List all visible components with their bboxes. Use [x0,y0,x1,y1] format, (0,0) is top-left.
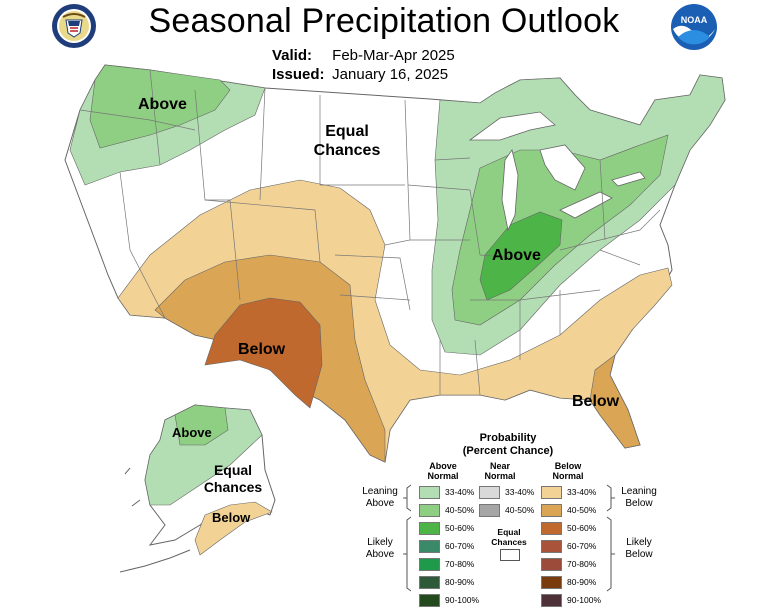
lake-erie [559,191,613,219]
lake-michigan [501,149,519,232]
ak-equal-line-1: Equal [213,462,253,478]
map-label-ak-equal: Equal Chances [198,462,268,496]
legend-near-swatch-1 [479,486,500,499]
legend-brackets [403,484,615,592]
legend-above-label-4: 60-70% [445,541,475,551]
col-below-line-1: Below [554,461,582,471]
legend-below-label-6: 80-90% [567,577,597,587]
lake-huron [539,144,586,191]
legend-likely-above: Likely Above [355,537,405,561]
legend-equal-line-1: Equal [497,527,521,537]
legend-col-above: Above Normal [423,461,463,481]
issued-value: January 16, 2025 [332,66,449,83]
alaska-above-40 [174,404,229,446]
legend-below-swatch-7 [541,594,562,607]
legend-above-label-5: 70-80% [445,559,475,569]
col-near-line-1: Near [489,461,510,471]
legend-above-label-6: 80-90% [445,577,475,587]
col-near-line-2: Normal [484,471,516,481]
map-label-pnw-above: Above [138,96,187,113]
legend-below-swatch-5 [541,558,562,571]
legend-below-swatch-1 [541,486,562,499]
outlook-meta: Valid: Feb-Mar-Apr 2025 Issued: January … [272,46,455,84]
probability-legend: Probability (Percent Chance) Above Norma… [355,430,768,607]
likely-above-line-2: Above [365,549,395,560]
legend-title-line-1: Probability [479,432,537,444]
noaa-logo-text: NOAA [681,15,708,25]
legend-title: Probability (Percent Chance) [443,432,573,458]
likely-below-line-1: Likely [626,537,652,548]
pnw-above-40 [89,64,231,149]
legend-below-label-4: 60-70% [567,541,597,551]
state-borders [79,69,661,396]
legend-above-swatch-2 [419,504,440,517]
legend-equal-chances-swatch [500,549,520,561]
issued-line: Issued: January 16, 2025 [272,65,455,84]
leaning-below-line-1: Leaning [621,486,657,497]
legend-above-swatch-1 [419,486,440,499]
equal-chances-line-1: Equal [325,123,369,140]
map-label-ak-below: Below [212,510,251,525]
aleutians [119,467,191,573]
lake-superior [468,111,556,141]
map-label-equal-chances: Equal Chances [302,122,392,160]
legend-below-label-3: 50-60% [567,523,597,533]
map-label-sw-below: Below [238,341,286,358]
legend-above-swatch-5 [419,558,440,571]
legend-leaning-below: Leaning Below [613,486,665,510]
col-below-line-2: Normal [552,471,584,481]
map-label-ak-above: Above [172,425,212,440]
col-above-line-2: Normal [427,471,459,481]
map-label-fl-below: Below [572,393,620,410]
legend-above-swatch-6 [419,576,440,589]
legend-above-label-2: 40-50% [445,505,475,515]
leaning-above-line-1: Leaning [362,486,398,497]
legend-near-swatch-2 [479,504,500,517]
legend-col-below: Below Normal [548,461,588,481]
legend-below-label-2: 40-50% [567,505,597,515]
legend-above-label-7: 90-100% [445,595,480,605]
outlook-map [64,64,726,573]
legend-title-line-2: (Percent Chance) [462,445,554,457]
map-label-ohio-above: Above [492,247,541,264]
alaska-below-33 [194,501,273,556]
valid-value: Feb-Mar-Apr 2025 [332,47,455,64]
leaning-below-line-2: Below [625,498,653,509]
legend-near-label-1: 33-40% [505,487,535,497]
lake-ontario [611,171,646,187]
col-above-line-1: Above [429,461,457,471]
legend-below-swatch-2 [541,504,562,517]
legend-col-near: Near Normal [480,461,520,481]
noaa-logo-icon: NOAA [671,4,717,50]
valid-label: Valid: [272,47,313,64]
leaning-above-line-2: Above [365,498,395,509]
likely-below-line-2: Below [625,549,653,560]
legend-below-label-1: 33-40% [567,487,597,497]
legend-below-swatch-4 [541,540,562,553]
legend-equal-line-2: Chances [491,537,527,547]
page-title: Seasonal Precipitation Outlook [148,2,620,40]
issued-label: Issued: [272,66,325,83]
florida-below-40 [589,354,641,449]
department-of-commerce-seal-icon [52,4,96,48]
legend-leaning-above: Leaning Above [355,486,405,510]
valid-line: Valid: Feb-Mar-Apr 2025 [272,46,455,65]
legend-above-swatch-7 [419,594,440,607]
legend-likely-below: Likely Below [613,537,665,561]
sw-below-50 [204,297,323,409]
likely-above-line-1: Likely [367,537,393,548]
legend-above-label-1: 33-40% [445,487,475,497]
legend-below-label-7: 90-100% [567,595,602,605]
legend-equal-chances: Equal Chances [489,527,529,547]
legend-above-swatch-4 [419,540,440,553]
ohio-above-50 [479,211,563,301]
legend-above-label-3: 50-60% [445,523,475,533]
legend-below-swatch-6 [541,576,562,589]
legend-above-swatch-3 [419,522,440,535]
equal-chances-line-2: Chances [313,142,381,159]
legend-near-label-2: 40-50% [505,505,535,515]
ak-equal-line-2: Chances [203,479,263,495]
legend-below-swatch-3 [541,522,562,535]
legend-below-label-5: 70-80% [567,559,597,569]
